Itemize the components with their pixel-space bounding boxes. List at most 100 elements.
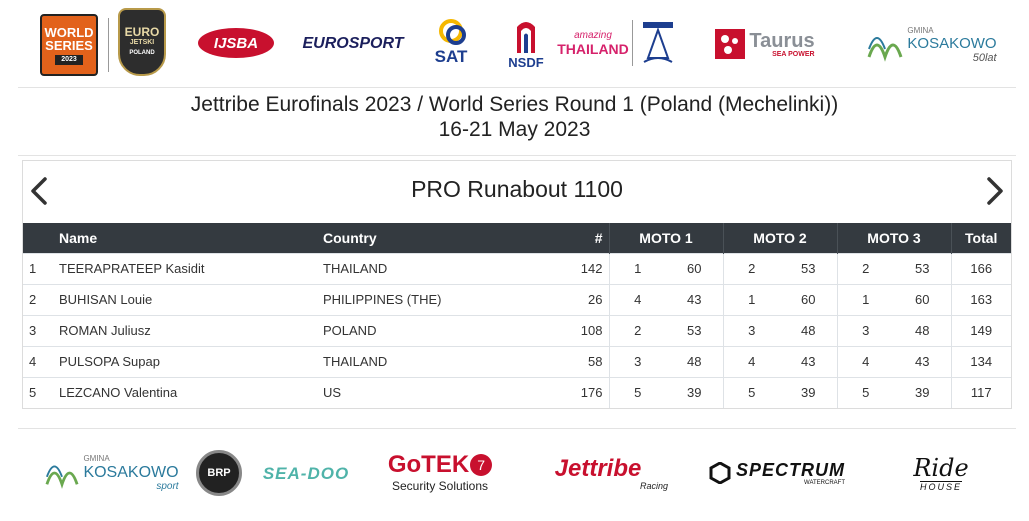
cell-moto2-place: 1 <box>722 283 780 315</box>
wsr-line2: SERIES <box>45 37 93 53</box>
cell-country: POLAND <box>317 314 561 346</box>
ride-sub-text: HOUSE <box>919 480 962 492</box>
table-row[interactable]: 1 TEERAPRATEEP Kasidit THAILAND 142 1 60 2 53 2 5… <box>23 252 1011 284</box>
table-row[interactable]: 2 BUHISAN Louie PHILIPPINES (THE) 26 4 43 1 60 1… <box>23 283 1011 315</box>
table-header-row: Name Country # MOTO 1 MOTO 2 MOTO 3 Tota… <box>23 223 1011 253</box>
event-dates: 16-21 May 2023 <box>438 118 591 141</box>
cell-moto1-place: 5 <box>608 376 666 408</box>
cell-moto3-place: 3 <box>836 314 894 346</box>
cell-position: 2 <box>23 283 53 315</box>
fifty-text: 50lat <box>972 52 997 64</box>
cell-moto3-points: 43 <box>894 345 951 377</box>
ride-house-logo[interactable]: Ride HOUSE <box>874 450 1008 496</box>
cell-country: THAILAND <box>317 345 561 377</box>
thailand-text: THAILAND <box>557 40 629 57</box>
euro-line2: JETSKI <box>129 39 155 46</box>
gmina-kosakowo-logo[interactable]: GMINA KOSAKOWO 50lat <box>860 20 1004 70</box>
nsdf-flag-icon <box>517 21 535 53</box>
cell-moto1-points: 39 <box>666 376 723 408</box>
table-row[interactable]: 3 ROMAN Juliusz POLAND 108 2 53 3 48 3 48 149 <box>23 314 1011 346</box>
table-row[interactable]: 5 LEZCANO Valentina US 176 5 39 5 39 5 39 117 <box>23 376 1011 408</box>
spectrum-text: SPECTRUM <box>735 459 845 480</box>
cell-moto2-points: 39 <box>780 376 837 408</box>
ijsba-text: IJSBA <box>213 34 259 52</box>
header-country[interactable]: Country <box>317 223 561 253</box>
nsdf-logo[interactable]: NSDF <box>502 10 550 76</box>
cell-position: 3 <box>23 314 53 346</box>
cell-name: ROMAN Juliusz <box>53 314 317 346</box>
waves-icon <box>45 465 79 489</box>
cell-moto2-points: 43 <box>780 345 837 377</box>
jettribe-logo[interactable]: Jettribe Racing <box>528 454 668 494</box>
cell-number: 142 <box>561 252 609 284</box>
cell-moto2-points: 48 <box>780 314 837 346</box>
brp-logo[interactable]: BRP <box>196 450 242 496</box>
cell-moto1-points: 48 <box>666 345 723 377</box>
gotek-logo[interactable]: GoTEK 7 Security Solutions <box>378 444 502 500</box>
header-total[interactable]: Total <box>950 223 1011 253</box>
gotek-seven: 7 <box>470 454 493 476</box>
cell-moto2-place: 3 <box>722 314 780 346</box>
title-divider <box>18 155 1016 156</box>
header-number[interactable]: # <box>561 223 609 253</box>
seadoo-logo[interactable]: SEA-DOO <box>250 462 362 486</box>
cell-moto3-points: 53 <box>894 252 951 284</box>
taurus-logo[interactable]: Taurus SEA POWER <box>700 26 830 62</box>
wsr-line1: WORLD <box>44 24 94 40</box>
cell-position: 5 <box>23 376 53 408</box>
previous-class-button[interactable] <box>27 175 53 207</box>
gmina-text: GMINA <box>83 454 110 463</box>
cell-moto2-place: 5 <box>722 376 780 408</box>
waves-icon <box>867 37 903 62</box>
spectrum-logo[interactable]: SPECTRUM WATERCRAFT <box>694 456 860 490</box>
cell-number: 108 <box>561 314 609 346</box>
cell-name: PULSOPA Supap <box>53 345 317 377</box>
table-row[interactable]: 4 PULSOPA Supap THAILAND 58 3 48 4 43 4 43 134 <box>23 345 1011 377</box>
jettribe-sub-text: Racing <box>639 481 668 491</box>
class-header: PRO Runabout 1100 <box>23 161 1011 223</box>
brp-text: BRP <box>207 467 231 479</box>
amazing-thailand-logo[interactable]: amazing THAILAND <box>557 22 629 64</box>
event-title: Jettribe Eurofinals 2023 / World Series … <box>190 93 839 116</box>
footer-divider <box>18 428 1016 429</box>
sat-logo[interactable]: SAT <box>426 12 476 74</box>
cell-moto3-place: 4 <box>836 345 894 377</box>
thai-authority-emblem[interactable] <box>638 16 678 70</box>
cell-moto2-points: 53 <box>780 252 837 284</box>
euro-jetski-logo[interactable]: EURO JETSKI POLAND <box>118 8 166 76</box>
spectrum-sub-text: WATERCRAFT <box>804 479 845 486</box>
logo-divider <box>632 20 633 66</box>
taurus-text: Taurus <box>749 29 815 52</box>
cell-moto3-place: 5 <box>836 376 894 408</box>
next-class-button[interactable] <box>981 175 1007 207</box>
cell-position: 1 <box>23 252 53 284</box>
seadoo-text: SEA-DOO <box>262 464 350 483</box>
cell-country: THAILAND <box>317 252 561 284</box>
amazing-text: amazing <box>574 29 612 41</box>
cell-moto1-points: 53 <box>666 314 723 346</box>
ijsba-logo[interactable]: IJSBA <box>198 28 274 58</box>
cell-moto1-place: 2 <box>608 314 666 346</box>
world-series-logo[interactable]: WORLD SERIES 2023 <box>40 14 98 76</box>
euro-line3: POLAND <box>129 50 155 56</box>
cell-moto3-place: 1 <box>836 283 894 315</box>
sponsor-bar-bottom: GMINA KOSAKOWO sport BRP SEA-DOO GoTEK 7… <box>18 440 1016 510</box>
cell-position: 4 <box>23 345 53 377</box>
cell-moto3-place: 2 <box>836 252 894 284</box>
header-moto1[interactable]: MOTO 1 <box>608 223 723 253</box>
nsdf-text: NSDF <box>508 54 544 70</box>
gmina-kosakowo-sport-logo[interactable]: GMINA KOSAKOWO sport <box>32 448 192 498</box>
eurosport-text: EUROSPORT <box>302 35 404 52</box>
cell-moto1-points: 43 <box>666 283 723 315</box>
header-moto2[interactable]: MOTO 2 <box>722 223 837 253</box>
eurosport-logo[interactable]: EUROSPORT <box>294 34 412 54</box>
cell-total: 134 <box>950 345 1011 377</box>
header-moto3[interactable]: MOTO 3 <box>836 223 951 253</box>
euro-line1: EURO <box>124 25 160 39</box>
cell-moto2-place: 2 <box>722 252 780 284</box>
ride-text: Ride <box>913 453 969 482</box>
header-position <box>23 223 53 253</box>
cell-moto2-place: 4 <box>722 345 780 377</box>
header-name[interactable]: Name <box>53 223 317 253</box>
cell-name: BUHISAN Louie <box>53 283 317 315</box>
